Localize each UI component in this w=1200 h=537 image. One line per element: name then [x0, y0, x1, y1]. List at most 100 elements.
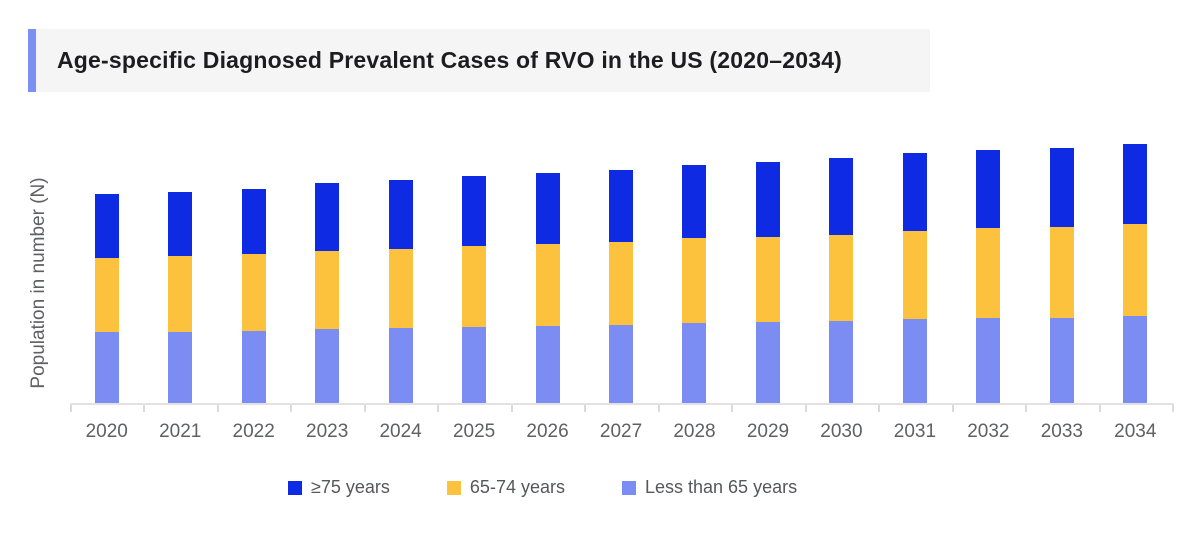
x-axis-tick-label: 2031 [893, 421, 937, 442]
bar-segment-65-74 [1049, 227, 1074, 318]
legend-item-65-74[interactable]: 65-74 years [446, 477, 565, 498]
bar-slot [805, 130, 878, 403]
bar-segment-75-plus [976, 150, 1001, 228]
x-axis-tick [143, 405, 145, 412]
bar-segment-75-plus [388, 180, 413, 249]
bar-segment-under-65 [462, 327, 487, 403]
legend-label: ≥75 years [311, 477, 390, 497]
stacked-bar-2021 [168, 192, 193, 403]
x-axis-tick [1025, 405, 1027, 412]
stacked-bar-2034 [1123, 144, 1148, 403]
bar-segment-75-plus [609, 170, 634, 242]
bar-slot [1099, 130, 1172, 403]
stacked-bar-2025 [462, 176, 487, 403]
bar-segment-75-plus [1049, 148, 1074, 227]
x-axis-tick-label: 2030 [820, 421, 863, 442]
bar-segment-under-65 [168, 332, 193, 403]
bar-slot [658, 130, 731, 403]
bar-slot [731, 130, 804, 403]
bar-slot [290, 130, 363, 403]
bar-segment-under-65 [609, 325, 634, 403]
legend: ≥75 years 65-74 years Less than 65 years [288, 477, 797, 498]
stacked-bar-2027 [609, 170, 634, 403]
stacked-bar-2023 [315, 183, 340, 403]
bar-segment-under-65 [94, 332, 119, 403]
plot-area [70, 130, 1172, 403]
bar-segment-under-65 [682, 323, 707, 403]
x-axis-tick [217, 405, 219, 412]
x-axis-tick-label: 2032 [967, 421, 1010, 442]
x-axis-tick [584, 405, 586, 412]
legend-swatch-under-65 [621, 480, 636, 495]
bar-segment-75-plus [168, 192, 193, 256]
stacked-bar-2032 [976, 150, 1001, 403]
bar-segment-under-65 [388, 328, 413, 403]
x-axis-tick-label: 2022 [232, 421, 275, 442]
x-axis-tick [437, 405, 439, 412]
bar-segment-under-65 [902, 319, 927, 403]
bar-slot [143, 130, 216, 403]
legend-swatch-75-plus [288, 480, 302, 495]
x-axis-tick [1172, 405, 1174, 412]
stacked-bar-2030 [829, 158, 854, 403]
stacked-bar-2028 [682, 165, 707, 403]
bar-segment-under-65 [535, 326, 560, 403]
bar-slot [952, 130, 1025, 403]
x-axis-tick-label: 2034 [1114, 421, 1157, 442]
y-axis-label: Population in number (N) [28, 177, 49, 389]
x-axis-tick [364, 405, 366, 412]
bar-segment-under-65 [976, 318, 1001, 403]
stacked-bar-2029 [755, 162, 780, 403]
bar-segment-65-74 [755, 237, 780, 322]
bar-segment-75-plus [315, 183, 340, 251]
bar-segment-under-65 [1049, 318, 1074, 403]
bar-slot [70, 130, 143, 403]
bar-segment-65-74 [388, 249, 413, 328]
bar-segment-75-plus [462, 176, 487, 246]
x-axis-tick [290, 405, 292, 412]
bar-segment-65-74 [976, 228, 1001, 318]
stacked-bar-2033 [1049, 148, 1074, 403]
bar-segment-under-65 [241, 331, 266, 403]
x-axis-tick [1099, 405, 1101, 412]
legend-item-under-65[interactable]: Less than 65 years [621, 477, 798, 498]
bar-slot [511, 130, 584, 403]
bar-segment-75-plus [94, 194, 119, 258]
bar-segment-under-65 [315, 329, 340, 403]
x-axis-tick-label: 2025 [452, 421, 496, 442]
bar-segment-65-74 [535, 244, 560, 326]
x-axis-tick-label: 2020 [85, 421, 128, 442]
bar-segment-65-74 [94, 258, 119, 332]
bar-segment-75-plus [1123, 144, 1148, 224]
legend-label: Less than 65 years [644, 477, 798, 497]
x-axis-tick-label: 2033 [1040, 421, 1083, 442]
stacked-bar-2026 [535, 173, 560, 403]
legend-item-75-plus[interactable]: ≥75 years [288, 477, 390, 498]
stacked-bar-2020 [94, 194, 119, 403]
bar-slot [217, 130, 290, 403]
x-axis-tick-label: 2027 [599, 421, 643, 442]
title-accent-bar [28, 29, 36, 92]
x-axis-tick [658, 405, 660, 412]
legend-label: 65-74 years [469, 477, 565, 497]
bar-segment-65-74 [241, 254, 266, 331]
bar-segment-75-plus [902, 153, 927, 231]
chart-title: Age-specific Diagnosed Prevalent Cases o… [57, 47, 843, 73]
x-axis-tick [70, 405, 72, 412]
x-axis-tick-label: 2021 [159, 421, 202, 442]
bar-segment-65-74 [609, 242, 634, 325]
bar-slot [878, 130, 951, 403]
stacked-bar-2031 [902, 153, 927, 403]
bar-segment-65-74 [1123, 224, 1148, 316]
x-axis-tick [731, 405, 733, 412]
x-axis-tick-label: 2023 [306, 421, 349, 442]
bar-segment-65-74 [682, 238, 707, 323]
x-axis-tick-label: 2024 [379, 421, 422, 442]
bar-segment-65-74 [168, 256, 193, 332]
bar-segment-75-plus [829, 158, 854, 235]
bar-slot [584, 130, 657, 403]
bar-segment-65-74 [829, 235, 854, 321]
bar-segment-under-65 [755, 322, 780, 403]
x-axis-tick [952, 405, 954, 412]
stacked-bar-2022 [241, 189, 266, 403]
